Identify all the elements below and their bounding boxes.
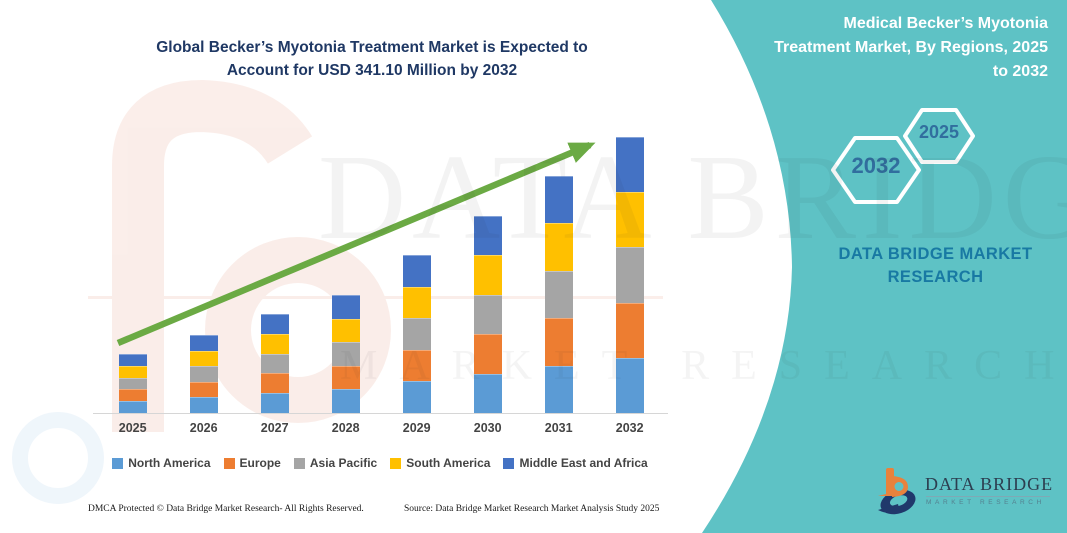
bar-segment-north-america [615, 357, 644, 413]
side-panel-title-line1: Medical Becker’s Myotonia [843, 15, 1048, 32]
logo-wordmark: DATA BRIDGE [925, 474, 1054, 494]
source-text: Source: Data Bridge Market Research Mark… [404, 504, 660, 514]
bar-segment-europe [331, 365, 360, 390]
bar-segment-europe [118, 389, 147, 402]
bar-segment-north-america [331, 389, 360, 413]
legend-label: South America [406, 456, 491, 470]
stacked-bar-2028 [331, 295, 360, 413]
bar-segment-asia-pacific [118, 377, 147, 390]
legend-swatch-icon [503, 457, 515, 469]
x-axis-label-2028: 2028 [331, 421, 360, 435]
bar-segment-asia-pacific [615, 247, 644, 303]
stacked-bar-2032 [615, 137, 644, 413]
legend-label: Middle East and Africa [519, 456, 648, 470]
bar-segment-south-america [615, 192, 644, 248]
x-axis-label-2026: 2026 [189, 421, 218, 435]
bar-segment-middle-east-and-africa [260, 314, 289, 334]
report-title-line2: Account for USD 341.10 Million by 2032 [226, 62, 518, 79]
hexagon-2032-icon [831, 136, 921, 204]
bar-segment-europe [189, 381, 218, 398]
legend-label: North America [128, 456, 211, 470]
bar-segment-north-america [402, 381, 431, 413]
bar-segment-south-america [189, 350, 218, 367]
bar-segment-asia-pacific [473, 294, 502, 335]
report-title-line1: Global Becker’s Myotonia Treatment Marke… [156, 39, 588, 56]
stacked-bar-2031 [544, 176, 573, 413]
hexagon-2025-icon [903, 108, 975, 164]
legend-swatch-icon [112, 457, 124, 469]
bar-segment-asia-pacific [260, 353, 289, 374]
bar-segment-middle-east-and-africa [615, 137, 644, 193]
report-title: Global Becker’s Myotonia Treatment Marke… [127, 36, 617, 82]
side-panel-title: Medical Becker’s Myotonia Treatment Mark… [728, 12, 1048, 84]
x-axis-label-2029: 2029 [402, 421, 431, 435]
bar-segment-middle-east-and-africa [189, 335, 218, 351]
bar-segment-south-america [402, 286, 431, 319]
brand-caption: DATA BRIDGE MARKET RESEARCH [838, 245, 1033, 286]
bar-segment-south-america [260, 333, 289, 354]
stacked-bar-2030 [473, 216, 502, 413]
dmca-copyright-text: DMCA Protected © Data Bridge Market Rese… [88, 504, 364, 514]
hexagon-2032-label: 2032 [851, 153, 901, 178]
legend-swatch-icon [223, 457, 235, 469]
legend-item-south-america: South America [390, 456, 490, 470]
legend-item-europe: Europe [223, 456, 281, 470]
bar-segment-europe [615, 302, 644, 358]
x-axis-labels: 2025 2026 2027 2028 2029 2030 2031 2032 [93, 421, 668, 439]
bar-segment-europe [260, 373, 289, 394]
x-axis-label-2025: 2025 [118, 421, 147, 435]
year-hexagons: 2032 2025 [800, 95, 1020, 225]
stacked-bar-2026 [189, 335, 218, 413]
bar-segment-asia-pacific [189, 366, 218, 382]
legend-swatch-icon [390, 457, 402, 469]
stacked-bar-2025 [118, 354, 147, 413]
legend-item-asia-pacific: Asia Pacific [293, 456, 378, 470]
x-axis-label-2027: 2027 [260, 421, 289, 435]
bar-segment-south-america [331, 318, 360, 343]
bar-segment-north-america [260, 393, 289, 413]
x-axis-label-2030: 2030 [473, 421, 502, 435]
bar-segment-europe [473, 334, 502, 374]
side-panel-title-line3: to 2032 [992, 63, 1048, 80]
legend-label: Asia Pacific [309, 456, 378, 470]
bar-segment-middle-east-and-africa [402, 255, 431, 287]
bar-segment-north-america [473, 373, 502, 413]
bar-segment-south-america [118, 365, 147, 378]
chart-legend: North America Europe Asia Pacific South Ame… [90, 453, 670, 473]
bar-segment-asia-pacific [402, 318, 431, 350]
bar-segment-north-america [118, 401, 147, 413]
bar-segment-europe [544, 318, 573, 366]
data-bridge-logo-icon [878, 468, 916, 515]
bar-segment-asia-pacific [544, 270, 573, 319]
bar-segment-south-america [473, 255, 502, 295]
bar-segment-north-america [544, 365, 573, 413]
side-panel-title-line2: Treatment Market, By Regions, 2025 [774, 39, 1048, 56]
hexagon-2025-label: 2025 [918, 122, 960, 142]
x-axis-label-2031: 2031 [544, 421, 573, 435]
bar-segment-north-america [189, 397, 218, 413]
legend-swatch-icon [293, 457, 305, 469]
stacked-bar-2027 [260, 314, 289, 413]
x-axis-label-2032: 2032 [615, 421, 644, 435]
stacked-bar-chart [93, 120, 668, 414]
bar-segment-middle-east-and-africa [331, 295, 360, 319]
bar-segment-middle-east-and-africa [473, 216, 502, 256]
legend-label: Europe [239, 456, 281, 470]
bar-segment-europe [402, 349, 431, 382]
data-bridge-logo: DATA BRIDGE MARKET RESEARCH [868, 466, 1053, 518]
legend-item-middle-east-and-africa: Middle East and Africa [503, 456, 648, 470]
bar-segment-south-america [544, 223, 573, 271]
stacked-bar-2029 [402, 255, 431, 413]
bar-segment-middle-east-and-africa [118, 354, 147, 366]
legend-item-north-america: North America [112, 456, 211, 470]
logo-subtitle: MARKET RESEARCH [926, 496, 1050, 506]
bar-segment-asia-pacific [331, 342, 360, 366]
bar-segment-middle-east-and-africa [544, 176, 573, 224]
